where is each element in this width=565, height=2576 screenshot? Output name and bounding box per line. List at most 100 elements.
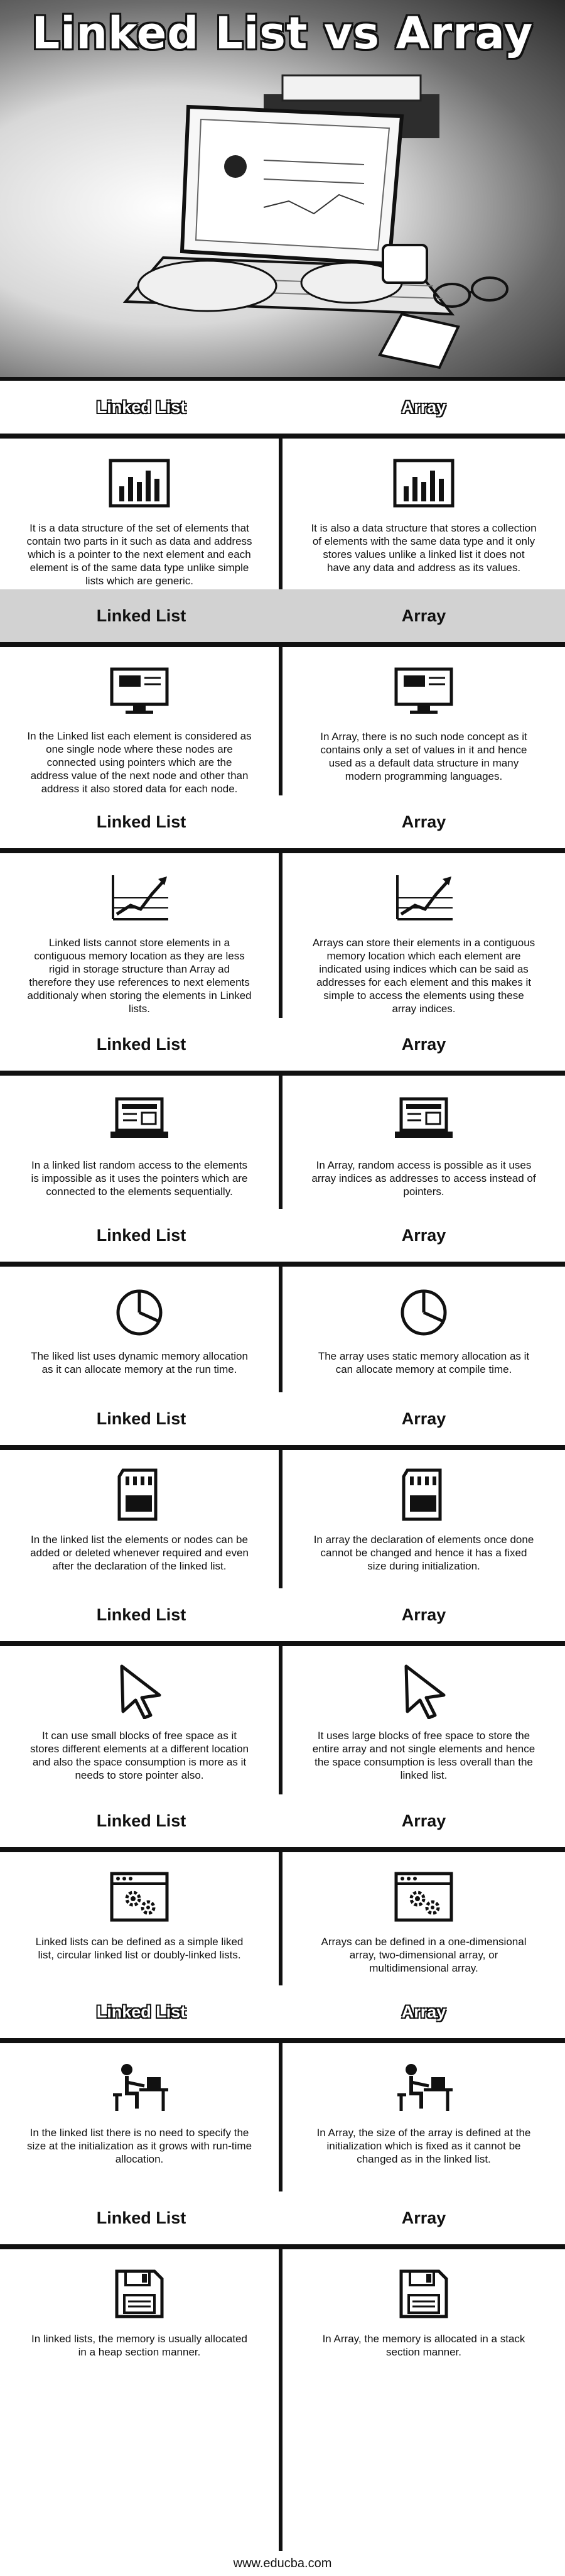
header-linked-list: Linked List [96, 2002, 186, 2021]
linked-list-cell: Linked lists cannot store elements in a … [0, 853, 282, 1018]
row-divider [0, 642, 565, 647]
page-title: Linked List vs Array [31, 8, 534, 59]
header-array: Array [401, 397, 446, 417]
row-divider [0, 2244, 565, 2249]
array-cell: In Array, the memory is allocated in a s… [282, 2249, 565, 2551]
row-divider [0, 1262, 565, 1267]
row-divider [0, 1641, 565, 1646]
array-cell: Arrays can be defined in a one-dimension… [282, 1852, 565, 1985]
sd-card-icon [389, 1466, 458, 1523]
settings-window-icon [105, 1869, 174, 1925]
table-header-row: Linked List Array [0, 589, 565, 642]
header-array: Array [401, 1605, 446, 1624]
array-text: In Array, there is no such node concept … [320, 731, 527, 782]
comparison-row: In the Linked list each element is consi… [0, 647, 565, 795]
array-cell: In Array, there is no such node concept … [282, 647, 565, 795]
row-divider [0, 848, 565, 853]
settings-window-icon [389, 1869, 458, 1925]
header-array: Array [401, 1409, 446, 1428]
comparison-row: In a linked list random access to the el… [0, 1076, 565, 1209]
floppy-disk-icon [389, 2266, 458, 2322]
array-text: It is also a data structure that stores … [311, 522, 537, 574]
table-header-row: Linked List Array [0, 1209, 565, 1262]
header-linked-list: Linked List [96, 1811, 186, 1830]
comparison-row: In the linked list the elements or nodes… [0, 1450, 565, 1588]
linked-list-text: In the Linked list each element is consi… [27, 730, 252, 795]
laptop-icon [389, 1092, 458, 1149]
header-linked-list: Linked List [96, 812, 186, 831]
growth-chart-icon [389, 870, 458, 926]
array-cell: It is also a data structure that stores … [282, 439, 565, 589]
comparison-row: It can use small blocks of free space as… [0, 1646, 565, 1794]
header-array: Array [401, 606, 446, 625]
person-at-desk-icon [389, 2060, 458, 2116]
header-linked-list: Linked List [96, 606, 186, 625]
table-header-row: Linked List Array [0, 1392, 565, 1445]
array-cell: It uses large blocks of free space to st… [282, 1646, 565, 1794]
linked-list-cell: In the linked list there is no need to s… [0, 2043, 282, 2191]
cursor-icon [389, 1662, 458, 1719]
linked-list-cell: The liked list uses dynamic memory alloc… [0, 1267, 282, 1392]
table-header-row: Linked List Array [0, 1794, 565, 1847]
linked-list-text: In the linked list the elements or nodes… [30, 1534, 249, 1572]
comparison-row: It is a data structure of the set of ele… [0, 439, 565, 589]
linked-list-cell: In the linked list the elements or nodes… [0, 1450, 282, 1588]
array-text: In Array, the size of the array is defin… [316, 2127, 531, 2165]
growth-chart-icon [105, 870, 174, 926]
linked-list-text: It is a data structure of the set of ele… [26, 522, 252, 587]
array-text: Arrays can store their elements in a con… [312, 937, 535, 1015]
header-linked-list: Linked List [96, 2208, 186, 2227]
monitor-icon [105, 663, 174, 719]
linked-list-cell: It is a data structure of the set of ele… [0, 439, 282, 589]
array-text: It uses large blocks of free space to st… [312, 1730, 535, 1781]
footer-url: www.educba.com [0, 2551, 565, 2576]
header-array: Array [401, 2002, 446, 2021]
linked-list-text: The liked list uses dynamic memory alloc… [31, 1350, 248, 1375]
table-header-row: Linked List Array [0, 795, 565, 848]
laptop-illustration [122, 74, 508, 369]
header-linked-list: Linked List [96, 1409, 186, 1428]
table-header-row: Linked List Array [0, 1588, 565, 1641]
header-array: Array [401, 1034, 446, 1054]
pie-chart-icon [105, 1283, 174, 1340]
header-array: Array [401, 2208, 446, 2227]
array-text: Arrays can be defined in a one-dimension… [321, 1936, 527, 1974]
header-linked-list: Linked List [96, 1605, 186, 1624]
bar-chart-icon [105, 455, 174, 511]
table-header-row: Linked List Array [0, 1985, 565, 2038]
header-array: Array [401, 1225, 446, 1245]
array-cell: In Array, random access is possible as i… [282, 1076, 565, 1209]
header-array: Array [401, 1811, 446, 1830]
comparison-row: In the linked list there is no need to s… [0, 2043, 565, 2191]
row-divider [0, 1071, 565, 1076]
header-linked-list: Linked List [96, 1034, 186, 1054]
comparison-row: Linked lists can be defined as a simple … [0, 1852, 565, 1985]
row-divider [0, 1847, 565, 1852]
linked-list-cell: In the Linked list each element is consi… [0, 647, 282, 795]
cursor-icon [105, 1662, 174, 1719]
header-linked-list: Linked List [96, 397, 186, 417]
array-cell: The array uses static memory allocation … [282, 1267, 565, 1392]
linked-list-cell: In linked lists, the memory is usually a… [0, 2249, 282, 2551]
array-cell: Arrays can store their elements in a con… [282, 853, 565, 1018]
table-header-row: Linked List Array [0, 1018, 565, 1071]
linked-list-text: In a linked list random access to the el… [31, 1159, 248, 1198]
array-cell: In array the declaration of elements onc… [282, 1450, 565, 1588]
array-cell: In Array, the size of the array is defin… [282, 2043, 565, 2191]
linked-list-cell: Linked lists can be defined as a simple … [0, 1852, 282, 1985]
comparison-row: Linked lists cannot store elements in a … [0, 853, 565, 1018]
laptop-icon [105, 1092, 174, 1149]
bar-chart-icon [389, 455, 458, 511]
header-array: Array [401, 812, 446, 831]
table-header-row: Linked List Array [0, 2191, 565, 2244]
array-text: In Array, the memory is allocated in a s… [322, 2333, 525, 2358]
linked-list-cell: It can use small blocks of free space as… [0, 1646, 282, 1794]
person-at-desk-icon [105, 2060, 174, 2116]
linked-list-text: In the linked list there is no need to s… [26, 2127, 252, 2165]
sd-card-icon [105, 1466, 174, 1523]
linked-list-text: In linked lists, the memory is usually a… [31, 2333, 247, 2358]
row-divider [0, 1445, 565, 1450]
row-divider [0, 434, 565, 439]
comparison-row: The liked list uses dynamic memory alloc… [0, 1267, 565, 1392]
